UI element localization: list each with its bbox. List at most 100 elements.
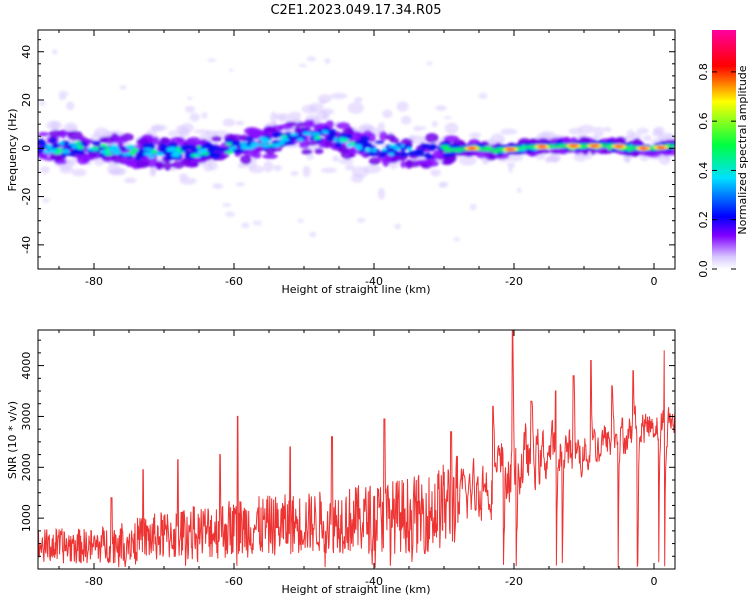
spectrogram-ytick-label: 0	[20, 145, 33, 152]
spectrogram-core	[38, 139, 45, 145]
spectrogram-outlier	[167, 130, 178, 137]
spectrogram-core	[61, 146, 71, 151]
spectrogram-band	[171, 161, 185, 169]
spectrogram-outlier	[290, 170, 299, 176]
spectrogram-highlight	[258, 143, 264, 147]
spectrogram-halo	[151, 125, 163, 132]
spectrogram-highlight	[239, 142, 248, 146]
spectrogram-core	[75, 151, 86, 155]
spectrogram-band	[113, 135, 126, 141]
spectrogram-highlight	[364, 148, 373, 152]
spectrogram-core	[368, 153, 380, 157]
spectrogram-outlier	[453, 237, 460, 242]
spectrogram-band	[155, 161, 165, 170]
spectrogram-outlier	[356, 217, 366, 223]
spectrogram-halo	[263, 160, 274, 173]
spectrogram-band	[262, 153, 278, 160]
spectrogram-core	[328, 128, 337, 133]
spectrogram-halo	[354, 96, 363, 103]
spectrogram-band	[324, 141, 331, 147]
spectrogram-halo	[112, 167, 127, 176]
spectrogram-core	[210, 152, 222, 160]
spectrogram-band	[426, 160, 439, 167]
spectrogram-halo	[93, 127, 110, 139]
spectrogram-hot-red	[569, 144, 578, 148]
spectrogram-highlight	[289, 133, 299, 137]
spectrogram-outlier	[394, 223, 402, 230]
spectrogram-highlight	[388, 144, 398, 148]
spectrogram-outlier	[309, 231, 317, 238]
spectrogram-highlight	[197, 149, 202, 153]
spectrogram-highlight	[297, 137, 304, 142]
spectrogram-band	[325, 120, 335, 129]
spectrogram-outlier	[119, 85, 127, 90]
spectrogram-halo	[435, 105, 447, 111]
spectrogram-panel: -80 -60 -40 -20 0 -40 -20 0 20 40 Height of strai…	[6, 29, 676, 296]
spectrogram-hot-red	[537, 145, 547, 149]
spectrogram-band	[185, 137, 202, 146]
spectrogram-halo	[431, 120, 438, 127]
spectrogram-band	[244, 127, 260, 135]
spectrogram-halo	[288, 111, 302, 120]
spectrogram-outlier	[306, 153, 314, 161]
spectrogram-halo	[274, 113, 291, 120]
spectrogram-core	[225, 137, 233, 144]
spectrogram-band	[79, 136, 87, 141]
spectrogram-highlight	[87, 147, 96, 151]
spectrogram-halo	[347, 102, 364, 114]
spectrogram-band	[301, 148, 313, 155]
colorbar-ticks: 0.0 0.2 0.4 0.6 0.8	[697, 63, 736, 278]
spectrogram-highlight	[372, 148, 377, 153]
spectrogram-outlier	[229, 68, 234, 72]
spectrogram-outlier	[443, 116, 452, 120]
spectrogram-halo	[71, 168, 87, 177]
spectrogram-highlight	[393, 146, 401, 151]
spectrogram-band	[176, 138, 183, 143]
spectrogram-halo	[377, 122, 385, 134]
spectrogram-highlight	[321, 130, 329, 134]
snr-frame	[37, 329, 676, 570]
spectrogram-halo	[317, 94, 332, 103]
colorbar-tick-label: 0.0	[697, 260, 710, 278]
spectrogram-outlier	[297, 218, 304, 224]
spectrogram-halo	[184, 105, 196, 113]
spectrogram-highlight	[333, 137, 338, 143]
spectrogram-halo	[382, 109, 393, 119]
colorbar: 0.0 0.2 0.4 0.6 0.8 Normalized spectral ampl…	[697, 30, 749, 278]
spectrogram-band	[98, 137, 108, 143]
spectrogram-xtick-label: 0	[651, 275, 658, 288]
spectrogram-core	[339, 133, 349, 139]
colorbar-tick-label: 0.4	[697, 162, 710, 180]
spectrogram-core	[94, 150, 101, 154]
spectrogram-band	[352, 131, 362, 136]
snr-xtick-label: 0	[651, 575, 658, 588]
spectrogram-outlier	[469, 203, 477, 211]
spectrogram-halo	[320, 167, 337, 173]
spectrogram-halo	[500, 128, 518, 135]
spectrogram-xtick-label: -40	[365, 275, 383, 288]
spectrogram-outlier	[58, 90, 69, 98]
spectrogram-highlight	[311, 132, 321, 136]
spectrogram-core	[325, 137, 336, 142]
spectrogram-halo	[400, 115, 412, 125]
spectrogram-halo	[377, 187, 386, 200]
spectrogram-xlabel: Height of straight line (km)	[281, 283, 430, 296]
spectrogram-core	[261, 147, 269, 151]
spectrogram-halo	[322, 111, 330, 121]
spectrogram-xtick-label: -60	[225, 275, 243, 288]
spectrogram-halo	[548, 151, 561, 163]
spectrogram-band	[76, 153, 93, 161]
spectrogram-highlight	[407, 147, 412, 151]
spectrogram-outlier	[252, 220, 263, 226]
spectrogram-ticks: -80 -60 -40 -20 0 -40 -20 0 20 40	[20, 30, 675, 288]
spectrogram-outlier	[200, 111, 208, 119]
spectrogram-halo	[46, 120, 63, 130]
spectrogram-halo	[593, 126, 604, 138]
spectrogram-halo	[330, 92, 348, 100]
spectrogram-core	[334, 141, 343, 149]
spectrogram-highlight	[42, 150, 52, 154]
spectrogram-ytick-label: -40	[20, 236, 33, 254]
spectrogram-highlight	[353, 144, 362, 148]
spectrogram-highlight	[190, 154, 199, 157]
spectrogram-core	[207, 143, 214, 150]
